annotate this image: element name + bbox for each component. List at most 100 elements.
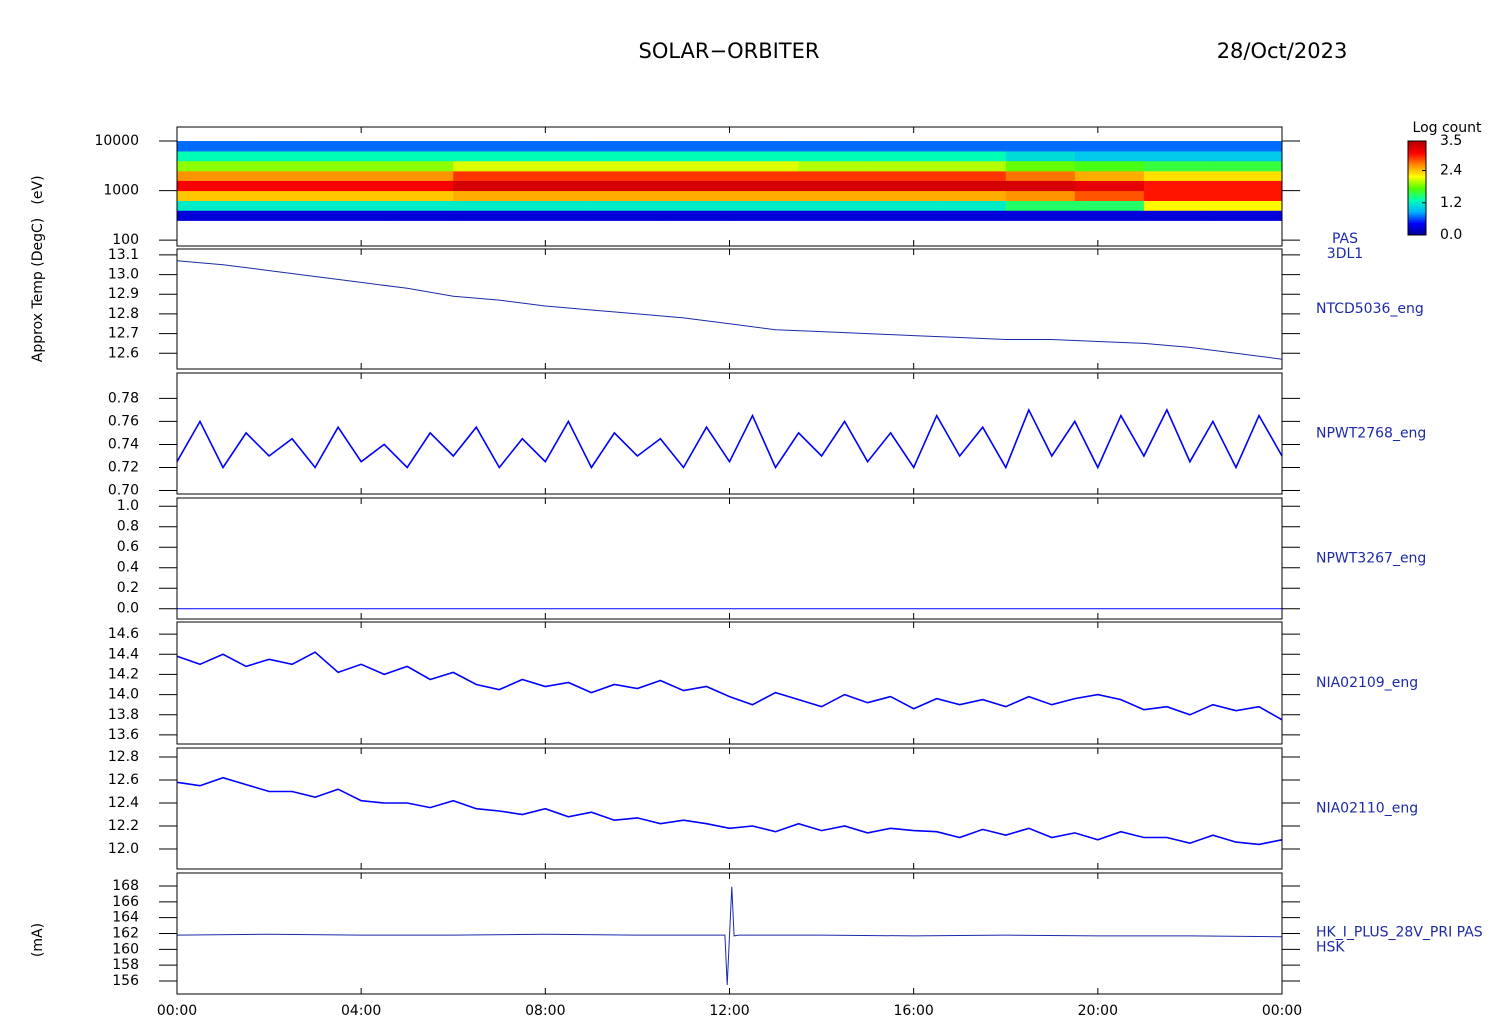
heat-cell xyxy=(522,170,592,181)
heat-cell xyxy=(453,141,523,152)
data-line xyxy=(176,260,1283,360)
y-axis-label: Approx Temp (DegC) xyxy=(30,218,46,362)
heat-cell xyxy=(177,141,247,152)
heat-cell xyxy=(1005,200,1076,211)
colorbar-step xyxy=(1408,211,1426,214)
colorbar-tick-label: 1.2 xyxy=(1440,195,1462,211)
series-label: NPWT2768_eng xyxy=(1316,426,1426,442)
heat-cell xyxy=(522,160,592,172)
heat-cell xyxy=(315,190,385,202)
heat-cell xyxy=(591,180,661,192)
heat-cell xyxy=(315,200,385,211)
heat-cell xyxy=(867,160,938,172)
heat-cell xyxy=(660,170,730,181)
heat-cell xyxy=(729,141,800,152)
heat-cell xyxy=(177,210,247,221)
x-tick-label: 16:00 xyxy=(893,1003,933,1019)
heat-cell xyxy=(1212,190,1283,202)
heat-cell xyxy=(867,200,938,211)
colorbar-step xyxy=(1408,225,1426,228)
heat-cell xyxy=(453,160,523,172)
heat-cell xyxy=(591,210,661,221)
heat-cell xyxy=(660,180,730,192)
y-tick-label: 12.4 xyxy=(108,795,139,811)
heat-cell xyxy=(867,170,938,181)
colorbar-step xyxy=(1408,184,1426,187)
colorbar-step xyxy=(1408,142,1426,145)
colorbar-step xyxy=(1408,233,1426,236)
heat-cell xyxy=(1212,210,1283,221)
colorbar-step xyxy=(1408,172,1426,175)
heat-cell xyxy=(936,150,1007,162)
colorbar-step xyxy=(1408,200,1426,203)
colorbar-step xyxy=(1408,189,1426,192)
y-tick-label: 0.8 xyxy=(117,519,139,535)
y-tick-label: 164 xyxy=(112,910,139,926)
x-tick-label: 20:00 xyxy=(1078,1003,1118,1019)
y-tick-label: 0.72 xyxy=(108,459,139,475)
heat-cell xyxy=(315,210,385,221)
heat-cell xyxy=(177,160,247,172)
y-tick-label: 12.0 xyxy=(108,841,139,857)
colorbar-step xyxy=(1408,214,1426,217)
colorbar-step xyxy=(1408,188,1426,191)
series-label: NIA02110_eng xyxy=(1316,801,1418,817)
heat-cell xyxy=(453,200,523,211)
heat-cell xyxy=(591,160,661,172)
heat-cell xyxy=(1074,190,1145,202)
x-tick-label: 04:00 xyxy=(341,1003,381,1019)
heat-cell xyxy=(1143,190,1214,202)
data-line xyxy=(176,886,1283,986)
heat-cell xyxy=(1074,180,1145,192)
series-label: NPWT3267_eng xyxy=(1316,551,1426,567)
heat-cell xyxy=(729,170,800,181)
colorbar-step xyxy=(1408,150,1426,153)
heat-cell xyxy=(1074,200,1145,211)
colorbar-step xyxy=(1408,192,1426,195)
y-axis-label: (eV) xyxy=(30,175,46,204)
heat-cell xyxy=(1143,180,1214,192)
heat-cell xyxy=(1143,170,1214,181)
panel-frame xyxy=(176,497,1283,620)
colorbar-step xyxy=(1408,227,1426,230)
colorbar-step xyxy=(1408,151,1426,155)
colorbar-step xyxy=(1408,167,1426,170)
colorbar-step xyxy=(1408,169,1426,172)
heat-cell xyxy=(1212,180,1283,192)
heat-cell xyxy=(315,160,385,172)
heat-cell xyxy=(384,150,454,162)
heat-cell xyxy=(798,150,869,162)
colorbar-step xyxy=(1408,203,1426,206)
heat-cell xyxy=(1143,210,1214,221)
heat-cell xyxy=(384,180,454,192)
y-tick-label: 158 xyxy=(112,957,139,973)
data-line xyxy=(176,776,1283,846)
heat-cell xyxy=(729,160,800,172)
colorbar-tick-label: 3.5 xyxy=(1440,133,1462,149)
heat-cell xyxy=(798,160,869,172)
heat-cell xyxy=(798,200,869,211)
heat-cell xyxy=(453,150,523,162)
heat-cell xyxy=(1212,150,1283,162)
series-label: PAS xyxy=(1332,231,1358,247)
heat-cell xyxy=(729,190,800,202)
heat-cell xyxy=(1212,170,1283,181)
heat-cell xyxy=(660,200,730,211)
colorbar-step xyxy=(1408,156,1426,159)
heat-cell xyxy=(1143,141,1214,152)
colorbar-step xyxy=(1408,145,1426,148)
heat-cell xyxy=(522,150,592,162)
heat-cell xyxy=(522,180,592,192)
colorbar-step xyxy=(1408,170,1426,173)
data-line xyxy=(176,407,1283,470)
heat-cell xyxy=(1005,190,1076,202)
heat-cell xyxy=(936,210,1007,221)
colorbar-step xyxy=(1408,144,1426,147)
colorbar-step xyxy=(1408,178,1426,181)
heat-cell xyxy=(1212,141,1283,152)
colorbar-step xyxy=(1408,153,1426,156)
heat-cell xyxy=(867,150,938,162)
heat-cell xyxy=(1143,160,1214,172)
y-tick-label: 0.2 xyxy=(117,580,139,596)
heat-cell xyxy=(729,200,800,211)
